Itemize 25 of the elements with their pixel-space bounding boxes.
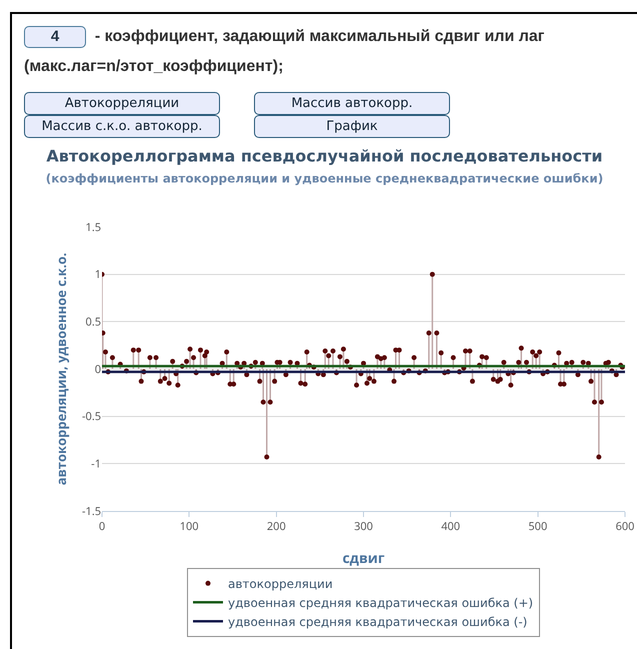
x-tick-label: 600 xyxy=(616,519,634,534)
button: Массив с.к.о. автокорр. xyxy=(24,115,220,138)
legend-label: удвоенная средняя квадратическая ошибка (+) xyxy=(228,596,534,610)
x-tick-label: 400 xyxy=(441,519,460,534)
chart-title: Автокореллограмма псевдослучайной последовательности xyxy=(46,146,603,166)
x-tick-label: 300 xyxy=(354,519,373,534)
y-tick-label: -1 xyxy=(91,456,101,472)
legend-label: автокорреляции xyxy=(228,576,333,591)
y-tick-label: 0.5 xyxy=(86,314,101,330)
y-axis-title: автокорреляции, удвоенное с.к.о. xyxy=(52,252,70,486)
x-tick-label: 500 xyxy=(528,519,548,534)
y-tick-label: 1 xyxy=(94,267,101,282)
y-tick-label: -1.5 xyxy=(82,504,101,519)
number-field: 4 xyxy=(24,26,86,48)
y-tick-label: 1.5 xyxy=(86,220,101,235)
chart-subtitle: (коэффициенты автокорреляции и удвоенные среднеквадратические ошибки) xyxy=(46,171,604,186)
y-tick-label: 0 xyxy=(94,362,101,377)
button: Массив автокорр. xyxy=(254,92,450,115)
x-tick-label: 100 xyxy=(180,519,199,534)
x-axis-title: сдвиг xyxy=(342,549,385,568)
button: Автокорреляции xyxy=(24,92,220,115)
y-tick-label: -0.5 xyxy=(82,409,101,424)
x-tick-label: 200 xyxy=(266,519,286,534)
legend-label: удвоенная средняя квадратическая ошибка (-) xyxy=(228,614,528,629)
button: График xyxy=(254,115,450,138)
